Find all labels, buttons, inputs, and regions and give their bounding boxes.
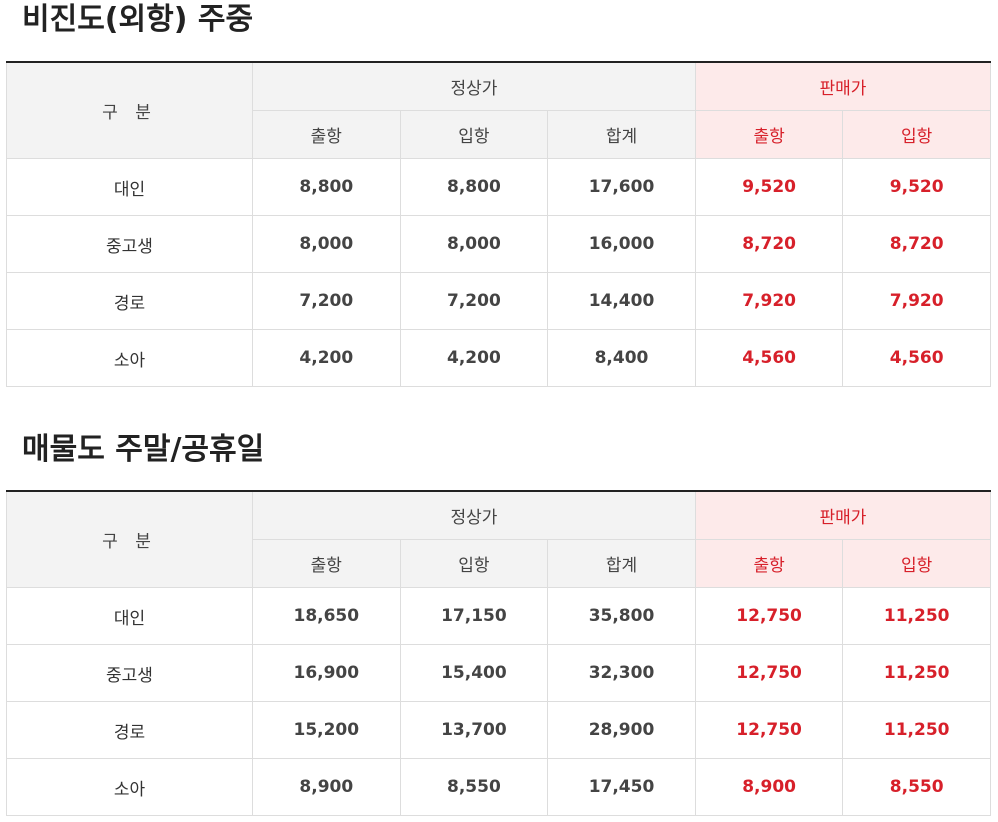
- table-row: 중고생 16,900 15,400 32,300 12,750 11,250: [6, 644, 991, 702]
- sale-departure-price: 12,750: [694, 644, 844, 702]
- sale-departure-price: 9,520: [694, 158, 844, 216]
- regular-arrival-price: 8,800: [399, 158, 549, 216]
- row-category: 대인: [6, 158, 253, 216]
- row-category: 중고생: [6, 644, 253, 702]
- header-regular-total: 합계: [547, 110, 696, 159]
- header-regular-arrival: 입항: [399, 539, 549, 588]
- table-row: 중고생 8,000 8,000 16,000 8,720 8,720: [6, 215, 991, 273]
- regular-arrival-price: 8,550: [399, 758, 549, 816]
- section-title: 매물도 주말/공휴일: [22, 432, 265, 467]
- row-category: 대인: [6, 587, 253, 645]
- sale-arrival-price: 4,560: [842, 329, 991, 387]
- header-sale-departure: 출항: [694, 110, 844, 159]
- header-regular-price: 정상가: [252, 61, 696, 111]
- regular-departure-price: 8,000: [252, 215, 401, 273]
- regular-departure-price: 18,650: [252, 587, 401, 645]
- sale-departure-price: 8,720: [694, 215, 844, 273]
- regular-arrival-price: 17,150: [399, 587, 549, 645]
- header-regular-price: 정상가: [252, 490, 696, 540]
- header-sale-departure: 출항: [694, 539, 844, 588]
- row-category: 중고생: [6, 215, 253, 273]
- regular-total-price: 32,300: [547, 644, 696, 702]
- row-category: 경로: [6, 701, 253, 759]
- table-row: 경로 15,200 13,700 28,900 12,750 11,250: [6, 701, 991, 759]
- header-category: 구 분: [6, 61, 253, 159]
- header-sale-arrival: 입항: [842, 110, 991, 159]
- fare-table: 구 분 정상가 판매가 출항 입항 합계 출항 입항 대인 18,650 17,…: [6, 490, 992, 816]
- regular-departure-price: 8,900: [252, 758, 401, 816]
- sale-arrival-price: 9,520: [842, 158, 991, 216]
- header-regular-departure: 출항: [252, 110, 401, 159]
- regular-total-price: 14,400: [547, 272, 696, 330]
- section-title: 비진도(외항) 주중: [22, 2, 254, 37]
- regular-total-price: 17,450: [547, 758, 696, 816]
- regular-departure-price: 4,200: [252, 329, 401, 387]
- header-regular-departure: 출항: [252, 539, 401, 588]
- regular-departure-price: 8,800: [252, 158, 401, 216]
- sale-arrival-price: 8,720: [842, 215, 991, 273]
- regular-arrival-price: 8,000: [399, 215, 549, 273]
- regular-arrival-price: 7,200: [399, 272, 549, 330]
- sale-arrival-price: 8,550: [842, 758, 991, 816]
- regular-arrival-price: 4,200: [399, 329, 549, 387]
- sale-departure-price: 8,900: [694, 758, 844, 816]
- regular-departure-price: 7,200: [252, 272, 401, 330]
- regular-total-price: 28,900: [547, 701, 696, 759]
- regular-departure-price: 15,200: [252, 701, 401, 759]
- fare-table: 구 분 정상가 판매가 출항 입항 합계 출항 입항 대인 8,800 8,80…: [6, 61, 992, 387]
- sale-arrival-price: 11,250: [842, 701, 991, 759]
- regular-arrival-price: 13,700: [399, 701, 549, 759]
- row-category: 경로: [6, 272, 253, 330]
- header-sale-price: 판매가: [694, 490, 992, 540]
- sale-arrival-price: 7,920: [842, 272, 991, 330]
- table-row: 소아 4,200 4,200 8,400 4,560 4,560: [6, 329, 991, 387]
- sale-arrival-price: 11,250: [842, 587, 991, 645]
- regular-total-price: 35,800: [547, 587, 696, 645]
- header-sale-price: 판매가: [694, 61, 992, 111]
- row-category: 소아: [6, 329, 253, 387]
- regular-total-price: 17,600: [547, 158, 696, 216]
- header-sale-arrival: 입항: [842, 539, 991, 588]
- regular-arrival-price: 15,400: [399, 644, 549, 702]
- sale-departure-price: 12,750: [694, 701, 844, 759]
- header-regular-arrival: 입항: [399, 110, 549, 159]
- table-row: 소아 8,900 8,550 17,450 8,900 8,550: [6, 758, 991, 816]
- table-row: 대인 8,800 8,800 17,600 9,520 9,520: [6, 158, 991, 216]
- regular-total-price: 8,400: [547, 329, 696, 387]
- sale-arrival-price: 11,250: [842, 644, 991, 702]
- table-row: 대인 18,650 17,150 35,800 12,750 11,250: [6, 587, 991, 645]
- row-category: 소아: [6, 758, 253, 816]
- table-row: 경로 7,200 7,200 14,400 7,920 7,920: [6, 272, 991, 330]
- regular-total-price: 16,000: [547, 215, 696, 273]
- sale-departure-price: 12,750: [694, 587, 844, 645]
- header-regular-total: 합계: [547, 539, 696, 588]
- header-category: 구 분: [6, 490, 253, 588]
- sale-departure-price: 4,560: [694, 329, 844, 387]
- regular-departure-price: 16,900: [252, 644, 401, 702]
- sale-departure-price: 7,920: [694, 272, 844, 330]
